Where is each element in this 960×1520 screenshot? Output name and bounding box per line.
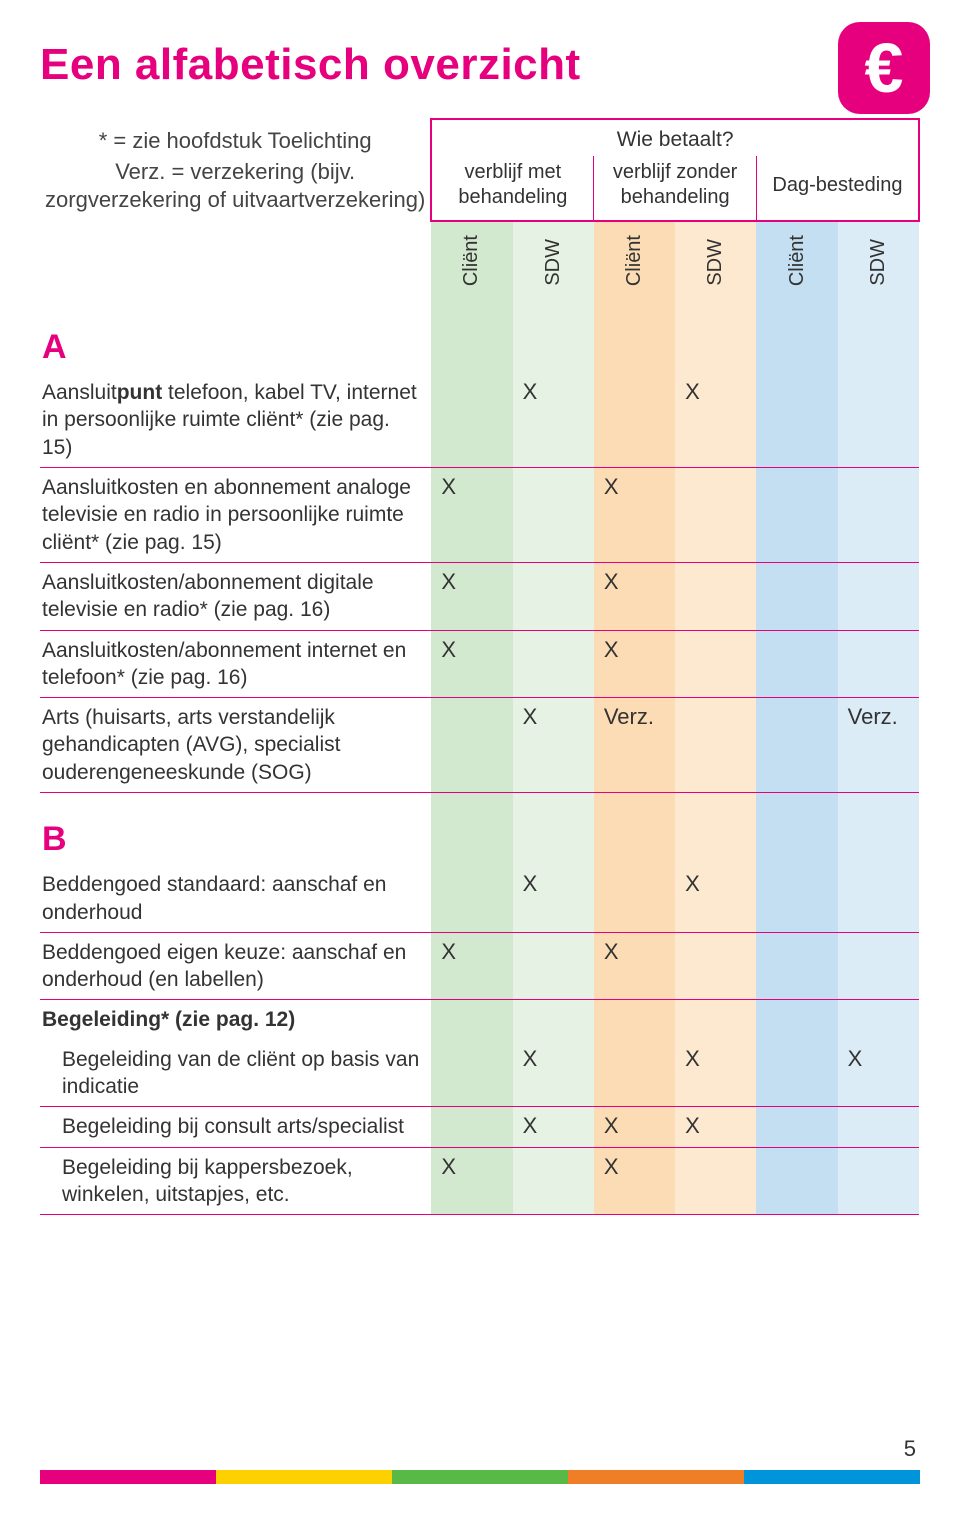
col-label-2: SDW [542, 233, 565, 296]
cell [838, 562, 919, 630]
cell [675, 1147, 756, 1215]
legend-line-2: Verz. = verzekering (bijv. zorgverzekeri… [40, 158, 430, 215]
cell [513, 468, 594, 563]
col-label-4: SDW [704, 233, 727, 296]
col-label-3: Cliënt [623, 229, 646, 296]
euro-symbol: € [865, 33, 904, 103]
cell [756, 698, 837, 793]
cell [838, 630, 919, 698]
cell [756, 373, 837, 467]
cell [594, 865, 675, 932]
cell [594, 1000, 675, 1040]
cell [838, 373, 919, 467]
row-desc: Aansluitkosten/abonnement internet en te… [40, 630, 431, 698]
cell: X [838, 1040, 919, 1107]
cell [838, 865, 919, 932]
cell [431, 865, 512, 932]
row-desc: Begeleiding bij consult arts/specialist [40, 1107, 431, 1147]
cell [756, 468, 837, 563]
cell [675, 1000, 756, 1040]
cell: X [594, 1107, 675, 1147]
cell: Verz. [594, 698, 675, 793]
footer-stripe [40, 1470, 920, 1484]
section-letter: A [40, 301, 431, 373]
cell: X [594, 1147, 675, 1215]
header-group-2: verblijf zonder behandeling [594, 156, 757, 221]
cell [756, 1040, 837, 1107]
row-desc: Aansluitkosten/abonnement digitale telev… [40, 562, 431, 630]
cell [675, 932, 756, 1000]
cell: X [675, 1107, 756, 1147]
cell: X [513, 1107, 594, 1147]
cell [594, 373, 675, 467]
overview-table-wrap: * = zie hoofdstuk Toelichting Verz. = ve… [40, 118, 920, 1215]
cell [838, 932, 919, 1000]
cell [756, 932, 837, 1000]
header-group-1: verblijf met behandeling [431, 156, 594, 221]
cell [756, 562, 837, 630]
row-desc: Beddengoed eigen keuze: aanschaf en onde… [40, 932, 431, 1000]
cell [513, 932, 594, 1000]
cell [513, 562, 594, 630]
cell [838, 468, 919, 563]
section-letter: B [40, 793, 431, 866]
legend-line-1: * = zie hoofdstuk Toelichting [40, 127, 430, 156]
row-desc: Begeleiding van de cliënt op basis van i… [40, 1040, 431, 1107]
cell [594, 1040, 675, 1107]
euro-badge: € [838, 22, 930, 114]
cell [431, 373, 512, 467]
cell: X [431, 630, 512, 698]
cell [431, 1000, 512, 1040]
cell: X [513, 698, 594, 793]
row-desc: Arts (huisarts, arts verstandelijk gehan… [40, 698, 431, 793]
cell: X [594, 562, 675, 630]
cell [756, 630, 837, 698]
cell: X [513, 373, 594, 467]
cell: X [675, 1040, 756, 1107]
row-desc: Aansluitpunt telefoon, kabel TV, interne… [40, 373, 431, 467]
cell [513, 1147, 594, 1215]
cell [513, 1000, 594, 1040]
cell [756, 1000, 837, 1040]
cell: X [513, 865, 594, 932]
cell: X [513, 1040, 594, 1107]
cell [431, 1107, 512, 1147]
cell: X [594, 932, 675, 1000]
row-desc: Aansluitkosten en abonnement analoge tel… [40, 468, 431, 563]
cell [675, 630, 756, 698]
cell [838, 1107, 919, 1147]
cell: X [594, 630, 675, 698]
row-desc: Begeleiding bij kappersbezoek, winkelen,… [40, 1147, 431, 1215]
page-number: 5 [904, 1436, 916, 1462]
cell [675, 468, 756, 563]
page-title: Een alfabetisch overzicht [40, 40, 920, 90]
header-group-3: Dag-besteding [756, 156, 919, 221]
header-wie: Wie betaalt? [431, 119, 919, 156]
col-label-5: Cliënt [786, 229, 809, 296]
cell: X [675, 373, 756, 467]
cell [513, 630, 594, 698]
cell [431, 698, 512, 793]
legend: * = zie hoofdstuk Toelichting Verz. = ve… [40, 127, 430, 215]
col-label-6: SDW [867, 233, 890, 296]
cell: X [675, 865, 756, 932]
cell: X [431, 562, 512, 630]
cell: X [431, 932, 512, 1000]
cell [756, 1147, 837, 1215]
cell [675, 562, 756, 630]
cell [838, 1000, 919, 1040]
cell: X [594, 468, 675, 563]
row-desc: Begeleiding* (zie pag. 12) [40, 1000, 431, 1040]
row-desc: Beddengoed standaard: aanschaf en onderh… [40, 865, 431, 932]
overview-table: * = zie hoofdstuk Toelichting Verz. = ve… [40, 118, 920, 1215]
cell: X [431, 1147, 512, 1215]
cell [431, 1040, 512, 1107]
cell [838, 1147, 919, 1215]
cell: X [431, 468, 512, 563]
cell [675, 698, 756, 793]
cell: Verz. [838, 698, 919, 793]
col-label-1: Cliënt [460, 229, 483, 296]
cell [756, 1107, 837, 1147]
cell [756, 865, 837, 932]
